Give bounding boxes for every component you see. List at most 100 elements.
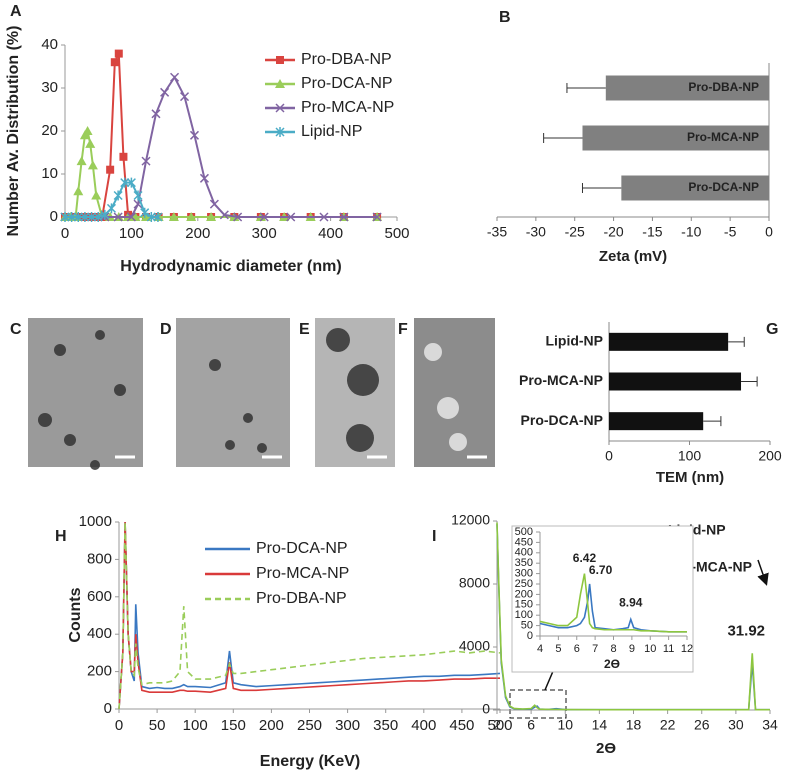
x-tick-label: 200 [259,717,284,734]
marker [73,212,83,222]
x-tick-label: 7 [592,643,598,655]
y-tick-label: 30 [41,79,58,96]
x-tick-label: 500 [487,717,512,734]
legend-label: Pro-DBA-NP [256,590,347,607]
legend-label: Pro-DBA-NP [301,51,392,68]
particle [64,434,76,446]
marker [199,173,209,183]
y-tick-label: 0 [527,630,533,642]
x-axis-title: Energy (KeV) [260,753,360,770]
y-tick-label: 20 [41,122,58,139]
x-tick-label: 14 [592,717,608,733]
marker [339,212,349,222]
x-tick-label: -25 [565,224,585,240]
particle [449,433,467,451]
x-tick-label: 200 [758,448,782,464]
y-tick-label: 1000 [79,513,112,530]
marker [179,92,190,102]
legend-label: Pro-MCA-NP [301,99,394,116]
panel-label: H [55,528,67,545]
x-tick-label: -5 [724,224,737,240]
bar [582,125,769,151]
x-tick-label: 26 [694,717,710,733]
marker [141,212,152,221]
marker [275,127,285,137]
particle [437,397,459,419]
marker [141,156,151,166]
marker [168,212,179,221]
y-tick-label: 400 [87,625,112,642]
marker [80,212,90,222]
x-tick-label: 22 [660,717,676,733]
particle [54,344,66,356]
category-label: Pro-MCA-NP [687,130,759,144]
peak-label: 6.70 [589,563,613,577]
x-tick-label: 6 [574,643,580,655]
x-tick-label: 10 [644,643,656,655]
particle [114,384,126,396]
marker [91,190,102,200]
peak-label: 6.42 [573,551,597,565]
y-tick-label: 0 [104,700,112,717]
series-line [65,75,378,218]
marker [275,103,285,113]
series-line [539,583,687,633]
x-tick-label: 150 [221,717,246,734]
particle [95,330,105,340]
x-tick-label: 400 [411,717,436,734]
x-tick-label: 4 [537,643,543,655]
marker [126,212,136,222]
particle [346,424,374,452]
x-axis-title: TEM (nm) [656,469,724,486]
x-tick-label: 8 [610,643,616,655]
y-tick-label: 0 [482,701,490,717]
category-label: Pro-DCA-NP [521,412,603,428]
x-tick-label: 9 [629,643,635,655]
marker [73,186,84,196]
marker [106,203,117,214]
marker [186,212,197,221]
particle [90,460,100,470]
panel-label: G [766,321,778,338]
inset-background [511,525,694,673]
marker [60,212,70,222]
x-tick-label: 100 [183,717,208,734]
y-tick-label: 400 [515,547,533,559]
x-tick-label: 0 [115,717,123,734]
marker [151,109,161,119]
legend-label: Pro-DCA-NP [301,75,393,92]
marker [82,126,93,135]
particle [38,413,52,427]
y-tick-label: 4000 [459,638,490,654]
particle [326,328,350,352]
marker [153,212,163,222]
x-tick-label: 34 [762,717,778,733]
error-bar [703,416,722,427]
x-tick-label: 400 [318,225,343,242]
particle [347,364,379,396]
x-tick-label: 100 [678,448,702,464]
marker [106,165,115,174]
x-axis-title: 2ϴ [596,740,616,757]
marker [126,177,136,188]
particle [424,343,442,361]
marker [206,212,217,221]
x-tick-label: 50 [149,717,166,734]
marker [113,212,123,222]
y-axis-title: Counts [67,587,84,642]
category-label: Pro-MCA-NP [519,372,603,388]
series-line [496,522,770,711]
panel-label: C [10,321,22,338]
error-bar [741,376,758,387]
y-tick-label: 600 [87,588,112,605]
y-tick-label: 40 [41,36,58,53]
error-bar [581,183,622,193]
peak-label: 8.94 [619,596,643,610]
marker [209,199,219,209]
y-tick-label: 10 [41,165,58,182]
x-tick-label: 18 [626,717,642,733]
marker [286,212,296,222]
y-tick-label: 100 [515,609,533,621]
marker [140,207,150,218]
legend-label: Lipid-NP [301,123,362,140]
